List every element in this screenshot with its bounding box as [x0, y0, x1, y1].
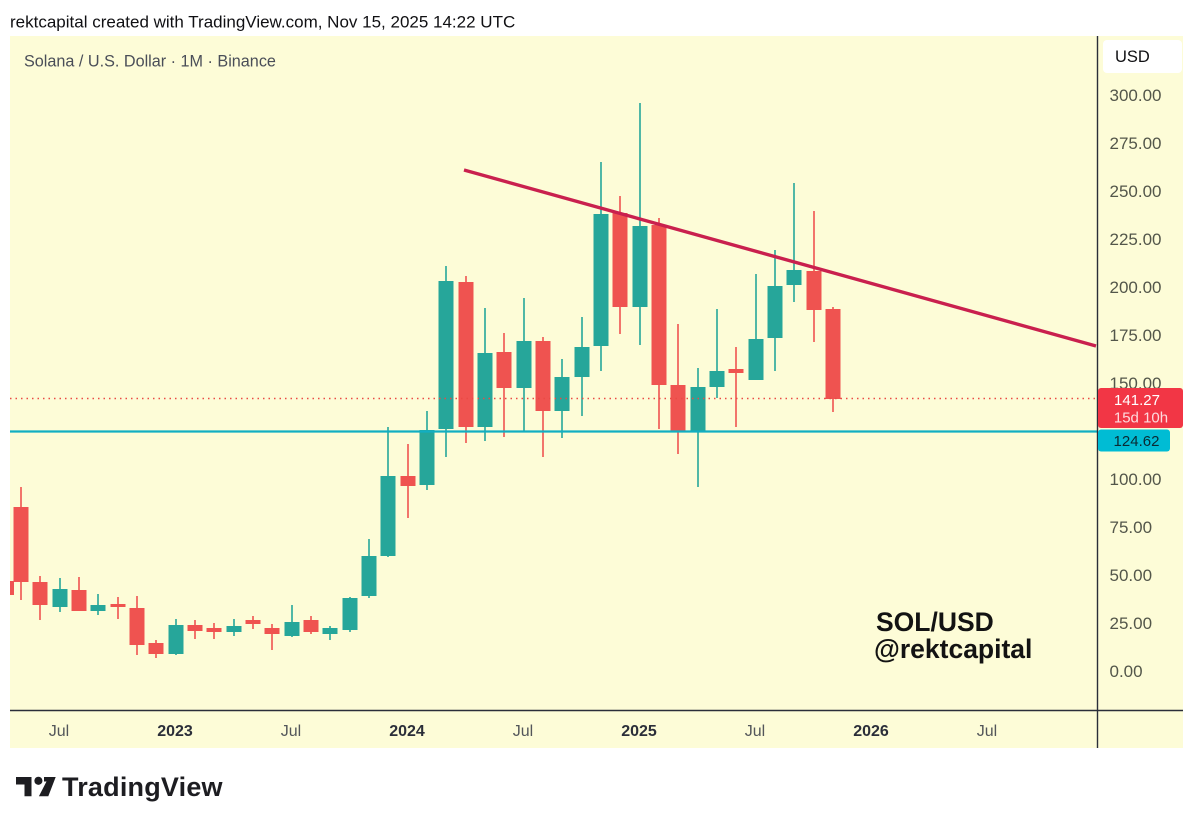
svg-text:Jul: Jul [977, 723, 997, 740]
svg-text:100.00: 100.00 [1110, 470, 1162, 489]
svg-text:USD: USD [1115, 48, 1150, 66]
svg-text:SOL/USD: SOL/USD [876, 607, 994, 637]
svg-text:Jul: Jul [513, 723, 533, 740]
svg-text:250.00: 250.00 [1110, 182, 1162, 201]
svg-text:2026: 2026 [853, 723, 889, 740]
svg-text:Jul: Jul [281, 723, 301, 740]
svg-text:2025: 2025 [621, 723, 657, 740]
svg-text:15d 10h: 15d 10h [1114, 410, 1168, 427]
svg-text:175.00: 175.00 [1110, 326, 1162, 345]
svg-text:Solana / U.S. Dollar · 1M · Bi: Solana / U.S. Dollar · 1M · Binance [24, 53, 276, 71]
svg-text:Jul: Jul [49, 723, 69, 740]
svg-text:@rektcapital: @rektcapital [874, 634, 1032, 664]
svg-text:200.00: 200.00 [1110, 278, 1162, 297]
svg-text:275.00: 275.00 [1110, 134, 1162, 153]
svg-text:50.00: 50.00 [1110, 566, 1153, 585]
svg-text:124.62: 124.62 [1114, 433, 1160, 450]
svg-text:75.00: 75.00 [1110, 518, 1153, 537]
svg-text:141.27: 141.27 [1114, 392, 1160, 409]
svg-text:2024: 2024 [389, 723, 425, 740]
svg-text:0.00: 0.00 [1110, 662, 1143, 681]
svg-text:25.00: 25.00 [1110, 614, 1153, 633]
svg-text:Jul: Jul [745, 723, 765, 740]
svg-text:2023: 2023 [157, 723, 193, 740]
svg-text:225.00: 225.00 [1110, 230, 1162, 249]
svg-text:300.00: 300.00 [1110, 86, 1162, 105]
svg-text:TradingView: TradingView [62, 772, 224, 802]
svg-text:rektcapital created with Tradi: rektcapital created with TradingView.com… [10, 13, 515, 32]
